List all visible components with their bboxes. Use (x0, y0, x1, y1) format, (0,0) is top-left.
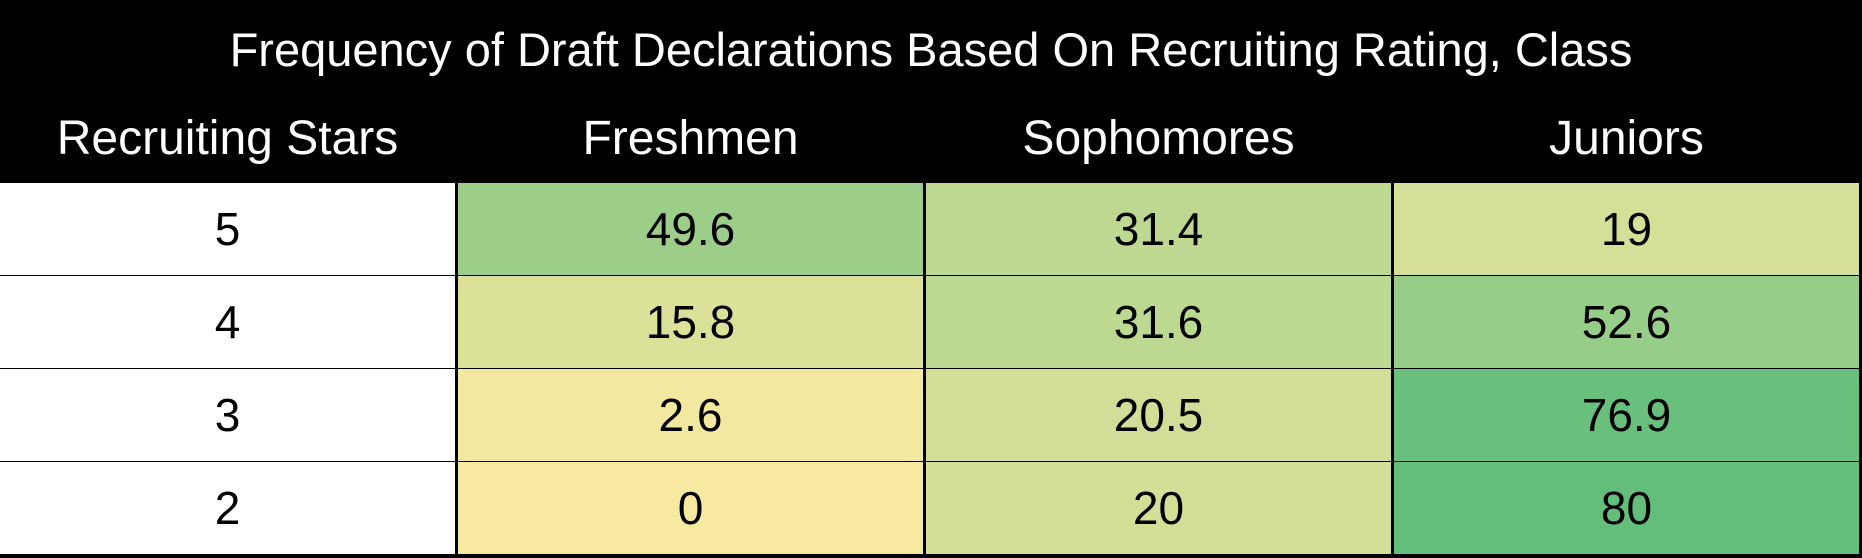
star-rating: 5 (0, 183, 455, 275)
column-header: Freshmen (582, 112, 799, 165)
frequency-cell: 80 (1394, 462, 1859, 554)
table-row: 3 2.6 20.5 76.9 (0, 369, 1862, 461)
frequency-cell: 49.6 (458, 183, 923, 275)
frequency-cell: 20 (926, 462, 1391, 554)
star-rating: 4 (0, 276, 455, 368)
frequency-cell: 0 (458, 462, 923, 554)
table-body: 5 49.6 31.4 19 4 15.8 31.6 52.6 3 2.6 20.5 76.9 2 0 20… (0, 183, 1862, 554)
table-row: 5 49.6 31.4 19 (0, 183, 1862, 275)
column-header: Juniors (1549, 112, 1704, 165)
frequency-cell: 2.6 (458, 369, 923, 461)
frequency-cell: 31.6 (926, 276, 1391, 368)
frequency-cell: 31.4 (926, 183, 1391, 275)
frequency-cell: 20.5 (926, 369, 1391, 461)
table-title: Frequency of Draft Declarations Based On… (229, 23, 1633, 76)
frequency-cell: 52.6 (1394, 276, 1859, 368)
table-row: 4 15.8 31.6 52.6 (0, 276, 1862, 368)
star-rating: 3 (0, 369, 455, 461)
header-row: Recruiting Stars Freshmen Sophomores Junior… (0, 95, 1862, 183)
column-header: Recruiting Stars (56, 112, 399, 165)
frequency-cell: 15.8 (458, 276, 923, 368)
frequency-cell: 76.9 (1394, 369, 1859, 461)
table-row: 2 0 20 80 (0, 462, 1862, 554)
frequency-cell: 19 (1394, 183, 1859, 275)
column-header: Sophomores (1022, 112, 1295, 165)
star-rating: 2 (0, 462, 455, 554)
